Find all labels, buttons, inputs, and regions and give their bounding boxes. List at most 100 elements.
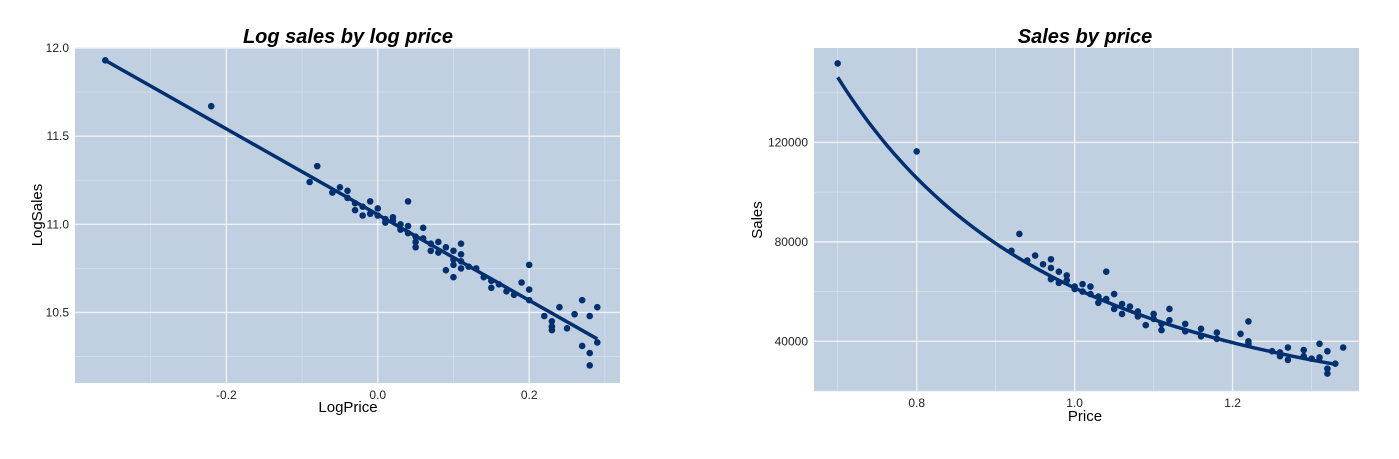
data-point — [435, 238, 442, 246]
data-point — [488, 284, 495, 292]
data-point — [563, 325, 571, 332]
data-point — [1166, 305, 1173, 313]
data-point — [1300, 352, 1308, 360]
chart-title: Sales by price — [1018, 26, 1153, 48]
data-point — [427, 240, 435, 248]
data-point — [465, 263, 472, 270]
data-point — [1158, 326, 1165, 334]
data-point — [306, 178, 313, 186]
y-tick-label: 12.0 — [46, 41, 70, 55]
y-tick-labels: 10.5 11.0 11.5 12.0 — [46, 41, 70, 319]
data-point — [1268, 347, 1276, 355]
data-points — [834, 60, 1347, 377]
data-point — [525, 286, 533, 293]
data-point — [329, 189, 336, 196]
data-point — [374, 212, 382, 219]
data-point — [412, 233, 419, 240]
data-point — [457, 258, 465, 265]
data-point — [382, 219, 389, 226]
data-point — [359, 212, 366, 219]
data-point — [1213, 335, 1221, 343]
x-axis-label: Price — [1068, 408, 1102, 425]
data-point — [1126, 303, 1134, 310]
y-tick-labels: 40000 80000 120000 — [768, 135, 808, 348]
y-tick-label: 11.5 — [47, 129, 70, 143]
data-point — [1332, 360, 1339, 367]
x-tick-label: 1.0 — [1066, 396, 1083, 410]
data-point — [1316, 354, 1323, 361]
y-tick-label: 11.0 — [47, 217, 70, 231]
data-point — [548, 317, 556, 325]
data-point — [435, 249, 442, 256]
data-point — [1071, 285, 1078, 293]
y-tick-label: 10.5 — [46, 305, 70, 319]
data-point — [450, 256, 457, 263]
data-point — [1063, 272, 1071, 279]
data-point — [404, 198, 412, 205]
grid-lines — [814, 48, 1359, 392]
data-point — [450, 273, 457, 281]
data-point — [593, 339, 601, 346]
x-tick-labels: 0.8 1.0 1.2 — [908, 396, 1241, 410]
data-point — [366, 198, 374, 205]
x-tick-label: 0.0 — [369, 388, 386, 402]
data-point — [1102, 268, 1110, 275]
regression-curve — [836, 76, 1336, 367]
data-point — [1150, 310, 1157, 318]
data-point — [1047, 264, 1055, 272]
data-point — [1300, 346, 1308, 354]
x-tick-labels: -0.2 0.0 0.2 — [216, 388, 538, 402]
data-point — [351, 206, 359, 214]
data-point — [556, 303, 563, 311]
data-point — [1023, 257, 1031, 264]
data-point — [1276, 352, 1284, 360]
x-tick-label: 1.2 — [1224, 396, 1241, 410]
data-point — [1316, 340, 1323, 348]
data-point — [374, 205, 382, 212]
data-point — [834, 60, 841, 67]
data-point — [442, 243, 450, 251]
data-point — [412, 238, 419, 246]
data-point — [1110, 290, 1118, 298]
data-point — [1134, 313, 1142, 320]
data-point — [1324, 365, 1331, 372]
data-point — [586, 312, 594, 320]
data-point — [488, 277, 495, 285]
data-point — [404, 222, 412, 230]
data-point — [586, 362, 594, 369]
x-axis-label: LogPrice — [318, 399, 377, 416]
data-point — [1245, 318, 1252, 325]
data-point — [397, 226, 404, 233]
y-tick-label: 120000 — [768, 135, 808, 149]
chart-title: Log sales by log price — [243, 26, 453, 48]
data-point — [344, 187, 351, 195]
data-point — [472, 265, 480, 272]
data-point — [510, 291, 518, 299]
fit-line — [836, 76, 1336, 367]
data-point — [525, 296, 533, 304]
data-point — [593, 303, 601, 311]
data-point — [1197, 333, 1205, 340]
data-point — [351, 199, 359, 207]
data-point — [457, 240, 465, 248]
chart-sales: Sales by price 0.8 1.0 1.2 40000 80000 12000… — [749, 26, 1359, 425]
data-point — [541, 312, 548, 320]
data-point — [419, 235, 427, 242]
data-point — [548, 326, 556, 334]
data-point — [313, 162, 321, 170]
x-tick-label: 0.2 — [521, 388, 538, 402]
data-point — [503, 288, 510, 295]
data-point — [1181, 320, 1189, 328]
y-tick-label: 80000 — [775, 235, 809, 249]
data-point — [1118, 310, 1126, 318]
data-point — [1142, 321, 1150, 329]
data-point — [1055, 279, 1063, 287]
y-axis-label: LogSales — [29, 184, 46, 247]
data-point — [1047, 255, 1055, 263]
data-point — [913, 148, 920, 155]
data-point — [495, 280, 503, 288]
data-point — [1339, 344, 1347, 351]
y-tick-label: 40000 — [775, 334, 809, 348]
data-point — [389, 217, 397, 225]
